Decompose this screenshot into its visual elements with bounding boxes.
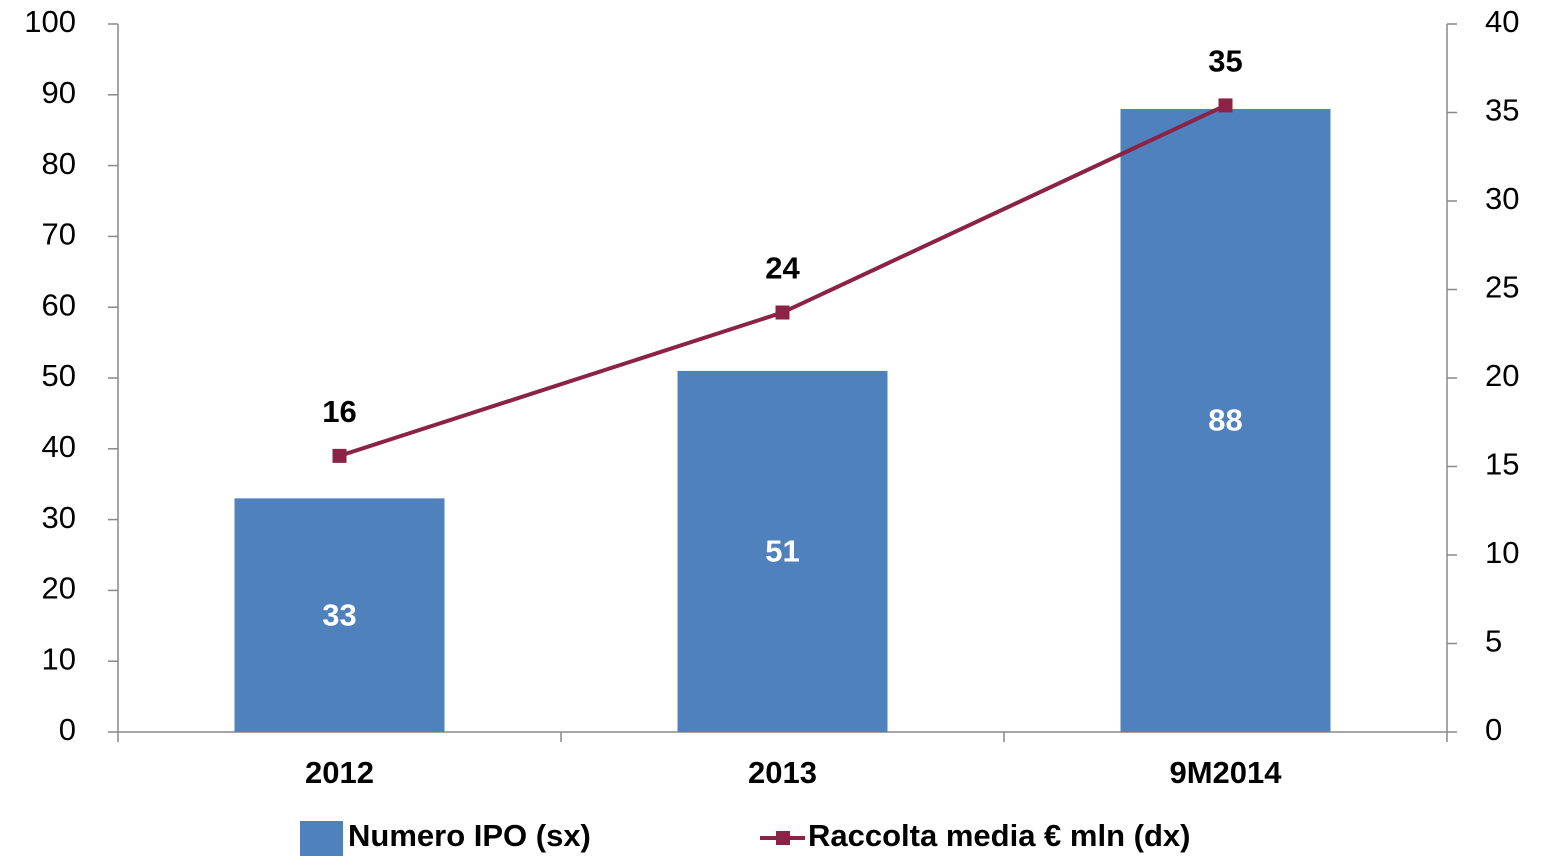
bar — [677, 370, 888, 732]
legend-swatch — [300, 821, 343, 856]
y-tick-label: 100 — [24, 4, 76, 39]
y-tick-label: 70 — [42, 217, 76, 252]
marker — [332, 448, 347, 463]
y-tick-label: 60 — [42, 287, 76, 322]
bar-label: 88 — [1208, 403, 1242, 438]
y2-tick-label: 0 — [1485, 712, 1502, 747]
bar — [1120, 108, 1331, 732]
marker — [775, 305, 790, 320]
marker — [1218, 98, 1233, 113]
legend-marker — [776, 831, 790, 845]
y2-tick-label: 15 — [1485, 447, 1519, 482]
y-tick-label: 50 — [42, 358, 76, 393]
y2-tick-label: 10 — [1485, 535, 1519, 570]
y-tick-label: 10 — [42, 641, 76, 676]
legend-label: Numero IPO (sx) — [348, 818, 591, 853]
y-tick-label: 20 — [42, 571, 76, 606]
bar-label: 51 — [765, 534, 799, 569]
x-tick-label: 9M2014 — [1169, 755, 1282, 790]
x-tick-label: 2013 — [748, 755, 817, 790]
y2-tick-label: 20 — [1485, 358, 1519, 393]
y-tick-label: 30 — [42, 500, 76, 535]
y2-tick-label: 5 — [1485, 624, 1502, 659]
y2-tick-label: 40 — [1485, 4, 1519, 39]
bar — [234, 498, 445, 732]
point-label: 35 — [1208, 44, 1242, 79]
bar-label: 33 — [322, 597, 356, 632]
y-tick-label: 40 — [42, 429, 76, 464]
x-tick-label: 2012 — [305, 755, 374, 790]
y2-tick-label: 30 — [1485, 181, 1519, 216]
point-label: 24 — [765, 251, 800, 286]
y-tick-label: 0 — [59, 712, 76, 747]
y2-tick-label: 35 — [1485, 93, 1519, 128]
y-tick-label: 90 — [42, 75, 76, 110]
y2-tick-label: 25 — [1485, 270, 1519, 305]
y-tick-label: 80 — [42, 146, 76, 181]
point-label: 16 — [322, 394, 356, 429]
legend-label: Raccolta media € mln (dx) — [808, 818, 1190, 853]
